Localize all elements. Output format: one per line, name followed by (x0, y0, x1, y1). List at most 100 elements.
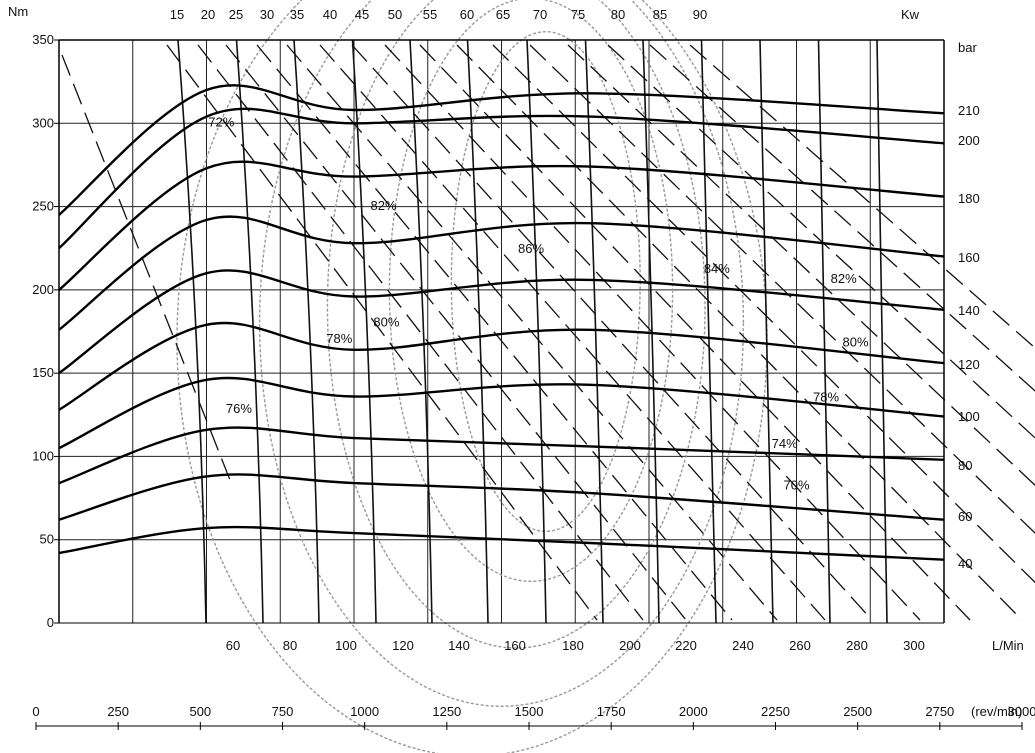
flow-line (700, 39, 717, 624)
axes (35, 39, 1023, 730)
efficiency-label: 78% (813, 389, 839, 404)
speed-tick-label: 1750 (597, 704, 626, 719)
right-tick-label: 60 (958, 509, 972, 524)
top-tick-label: 25 (229, 7, 243, 22)
efficiency-label: 74% (772, 436, 798, 451)
power-line (256, 44, 733, 621)
right-tick-label: 210 (958, 103, 980, 118)
pressure-curve-120 (58, 321, 945, 411)
flow-tick-label: 200 (619, 638, 641, 653)
speed-tick-label: 1000 (350, 704, 379, 719)
flow-line (235, 39, 264, 624)
power-line (529, 44, 1035, 534)
flow-line (466, 39, 489, 624)
pressure-curve-60 (58, 473, 945, 521)
y-tick-label: 200 (32, 282, 54, 297)
efficiency-label: 70% (783, 478, 809, 493)
speed-tick-label: 750 (272, 704, 294, 719)
power-line (286, 44, 778, 621)
power-line (492, 44, 1035, 584)
top-tick-label: 80 (611, 7, 625, 22)
pressure-curve-40 (58, 525, 945, 561)
flow-axis-unit-label: L/Min (992, 638, 1024, 653)
flow-tick-label: 260 (789, 638, 811, 653)
speed-tick-label: 250 (107, 704, 129, 719)
y-tick-label: 350 (32, 32, 54, 47)
y-tick-label: 250 (32, 199, 54, 214)
flow-line (584, 39, 604, 624)
top-tick-label: 75 (571, 7, 585, 22)
power-line (567, 44, 1035, 487)
iso-efficiency-contour (388, 0, 674, 582)
right-tick-label: 180 (958, 191, 980, 206)
right-tick-label: 80 (958, 458, 972, 473)
flow-line (351, 39, 377, 624)
pressure-curve-200 (58, 107, 945, 250)
flow-lines (177, 39, 888, 624)
y-tick-label: 50 (40, 532, 54, 547)
top-tick-label: 35 (290, 7, 304, 22)
flow-line (817, 39, 831, 624)
flow-tick-label: 280 (846, 638, 868, 653)
power-line (351, 44, 873, 621)
speed-axis-unit-label: (rev/min) (971, 704, 1022, 719)
top-tick-label: 20 (201, 7, 215, 22)
pressure-curve-180 (58, 160, 945, 291)
flow-line (876, 39, 888, 624)
right-axis-unit-label: bar (958, 40, 977, 55)
y-tick-label: 100 (32, 448, 54, 463)
flow-tick-label: 140 (448, 638, 470, 653)
y-tick-label: 300 (32, 115, 54, 130)
top-axis-unit-label: Kw (901, 7, 920, 22)
speed-tick-label: 500 (189, 704, 211, 719)
power-line (197, 44, 644, 621)
top-tick-label: 65 (496, 7, 510, 22)
right-tick-label: 200 (958, 133, 980, 148)
efficiency-label: 78% (326, 331, 352, 346)
power-line (319, 44, 826, 621)
pressure-curve-210 (58, 84, 945, 216)
flow-tick-label: 300 (903, 638, 925, 653)
efficiency-label: 76% (226, 401, 252, 416)
top-tick-label: 55 (423, 7, 437, 22)
speed-tick-label: 1250 (432, 704, 461, 719)
efficiency-label: 86% (518, 241, 544, 256)
top-tick-label: 50 (388, 7, 402, 22)
speed-tick-label: 3000 (1008, 704, 1035, 719)
top-tick-label: 45 (355, 7, 369, 22)
grid (59, 39, 944, 623)
y-tick-label: 150 (32, 365, 54, 380)
flow-tick-label: 160 (504, 638, 526, 653)
power-line (456, 44, 1023, 621)
efficiency-label: 84% (704, 261, 730, 276)
right-tick-label: 120 (958, 357, 980, 372)
efficiency-label: 72% (208, 115, 234, 130)
speed-tick-label: 2250 (761, 704, 790, 719)
flow-line (759, 39, 774, 624)
y-axis-unit-label: Nm (8, 4, 28, 19)
pressure-curve-80 (58, 426, 945, 485)
flow-tick-label: 100 (335, 638, 357, 653)
speed-tick-label: 1500 (515, 704, 544, 719)
right-tick-label: 140 (958, 303, 980, 318)
iso-efficiency-contour (258, 0, 745, 707)
y-tick-label: 0 (47, 615, 54, 630)
top-tick-label: 70 (533, 7, 547, 22)
top-tick-label: 60 (460, 7, 474, 22)
power-line (607, 44, 1035, 439)
flow-tick-label: 120 (392, 638, 414, 653)
power-line (419, 44, 971, 621)
pressure-curves (58, 84, 945, 561)
speed-tick-label: 2500 (843, 704, 872, 719)
power-lines (61, 44, 1035, 621)
speed-tick-label: 0 (32, 704, 39, 719)
power-line (689, 44, 1035, 349)
pressure-curve-100 (58, 376, 945, 450)
right-tick-label: 160 (958, 250, 980, 265)
top-tick-label: 30 (260, 7, 274, 22)
efficiency-label: 80% (373, 315, 399, 330)
right-tick-label: 40 (958, 556, 972, 571)
labels: 0 50 100 150 200 250 300 350 Nm 15 20 25 30 35 40 45 50 5… (8, 4, 1035, 719)
flow-line (293, 39, 320, 624)
